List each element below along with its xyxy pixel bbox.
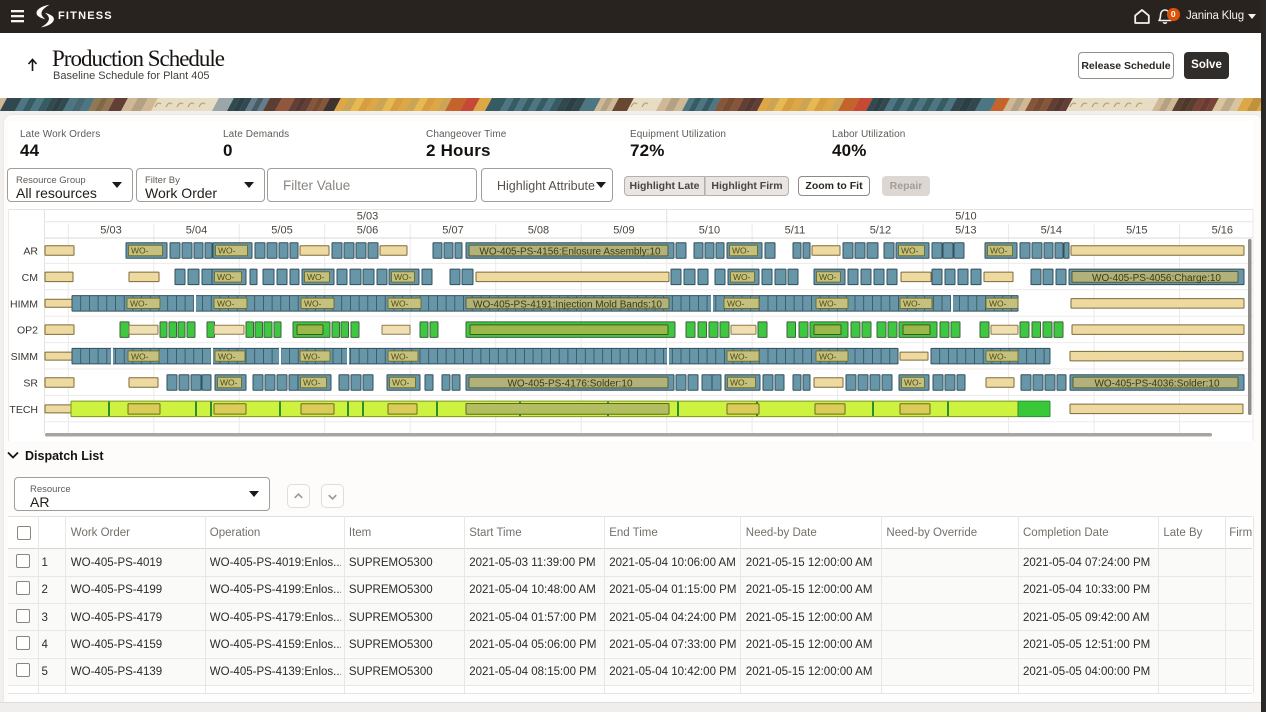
svg-text:WO-: WO- [218,351,236,361]
svg-text:5/13: 5/13 [955,225,976,237]
svg-text:5/06: 5/06 [357,225,378,237]
svg-text:WO-: WO- [391,299,409,309]
svg-text:WO-: WO- [218,246,236,256]
svg-text:WO-: WO- [904,378,922,388]
svg-text:5/14: 5/14 [1041,225,1062,237]
svg-text:WO-: WO- [819,299,837,309]
svg-text:WO-405-PS-4156:Enlosure Assemb: WO-405-PS-4156:Enlosure Assembly:10 [479,247,661,258]
svg-text:5/07: 5/07 [442,225,463,237]
svg-text:WO-: WO- [217,299,235,309]
svg-text:WO-: WO- [733,272,751,282]
svg-text:WO-: WO- [130,299,148,309]
svg-text:5/11: 5/11 [785,225,806,237]
svg-text:OP2: OP2 [17,325,38,337]
svg-text:5/12: 5/12 [870,225,891,237]
svg-text:WO-: WO- [730,378,748,388]
svg-text:WO-: WO- [730,351,748,361]
svg-text:WO-: WO- [131,351,149,361]
svg-text:WO-: WO- [220,378,238,388]
svg-text:WO-: WO- [732,246,750,256]
svg-text:TECH: TECH [9,404,38,416]
svg-text:WO-405-PS-4176:Solder:10: WO-405-PS-4176:Solder:10 [507,379,633,390]
svg-text:WO-: WO- [217,272,235,282]
svg-text:WO-: WO- [392,378,410,388]
svg-text:WO-: WO- [307,272,325,282]
svg-text:5/03: 5/03 [100,225,121,237]
svg-text:5/16: 5/16 [1212,225,1233,237]
svg-text:WO-: WO- [727,299,745,309]
svg-text:WO-: WO- [303,351,321,361]
svg-text:HIMM: HIMM [10,298,38,310]
svg-text:WO-405-PS-4036:Solder:10: WO-405-PS-4036:Solder:10 [1094,379,1220,390]
svg-text:5/10: 5/10 [699,225,720,237]
svg-text:5/03: 5/03 [357,211,378,223]
svg-text:WO-: WO- [391,351,409,361]
svg-text:WO-: WO- [304,299,322,309]
svg-text:WO-: WO- [819,272,837,282]
svg-text:WO-: WO- [989,299,1007,309]
svg-text:5/10: 5/10 [955,211,976,223]
svg-text:WO-: WO- [989,351,1007,361]
svg-text:WO-: WO- [303,378,321,388]
svg-text:5/04: 5/04 [186,225,207,237]
svg-text:5/15: 5/15 [1126,225,1147,237]
svg-text:WO-405-PS-4191:Injection Mold: WO-405-PS-4191:Injection Mold Bands:10 [473,299,662,310]
svg-text:5/08: 5/08 [528,225,549,237]
svg-text:WO-: WO- [394,272,412,282]
svg-text:5/05: 5/05 [271,225,292,237]
svg-text:WO-: WO- [901,246,919,256]
svg-text:WO-: WO- [819,351,837,361]
svg-text:WO-: WO- [990,246,1008,256]
svg-text:5/09: 5/09 [613,225,634,237]
svg-text:WO-: WO- [131,246,149,256]
svg-text:SIMM: SIMM [11,351,38,363]
svg-text:WO-405-PS-4056:Charge:10: WO-405-PS-4056:Charge:10 [1092,273,1221,284]
svg-text:CM: CM [22,272,38,284]
svg-text:AR: AR [23,246,38,258]
svg-text:SR: SR [23,378,38,390]
svg-text:WO-: WO- [903,299,921,309]
